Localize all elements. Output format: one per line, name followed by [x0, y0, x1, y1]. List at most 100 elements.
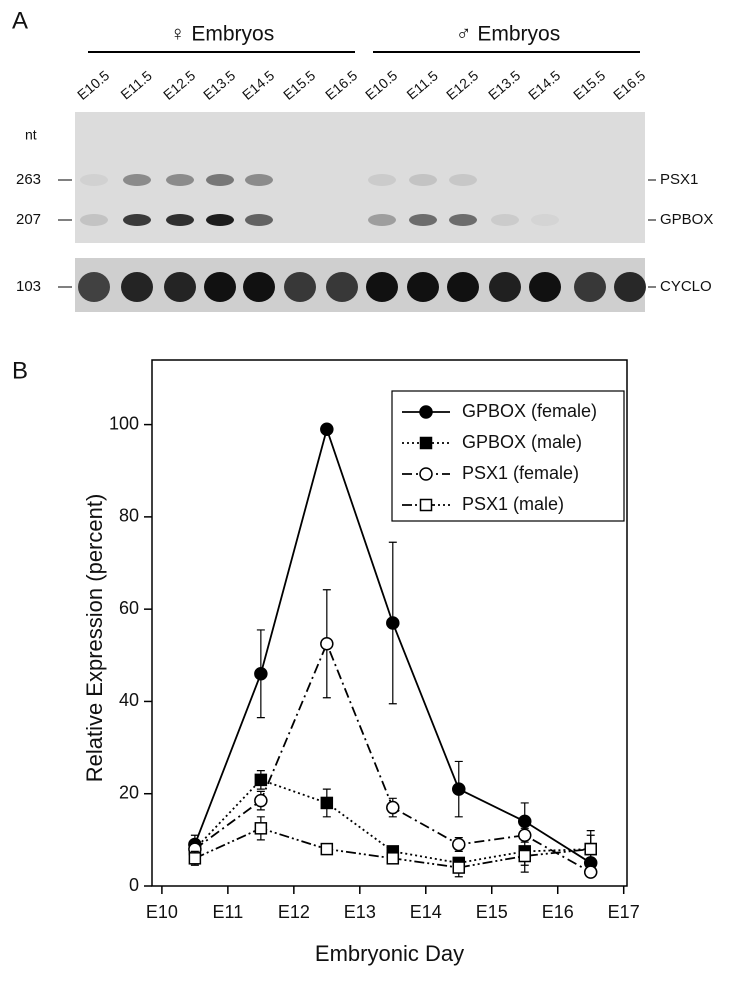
blot-band: [80, 174, 108, 186]
blot-upper: [75, 112, 645, 243]
blot-band: [245, 174, 273, 186]
x-tick-label: E14: [410, 902, 442, 922]
marker: [386, 852, 400, 865]
blot-band: [326, 272, 358, 302]
blot-band: [409, 174, 437, 186]
marker: [320, 422, 334, 436]
size-label: 207: [16, 211, 41, 228]
y-tick-label: 0: [129, 875, 139, 895]
blot-band: [123, 174, 151, 186]
legend-marker: [419, 436, 433, 450]
marker: [320, 842, 334, 856]
panel-label: B: [12, 357, 28, 384]
lane-label: E10.5: [362, 67, 400, 103]
blot-band: [284, 272, 316, 302]
female-header: ♀ Embryos: [170, 23, 274, 46]
blot-band: [245, 214, 273, 226]
x-tick-label: E12: [278, 902, 310, 922]
x-axis-title: Embryonic Day: [315, 941, 464, 966]
blot-band: [166, 214, 194, 226]
marker: [386, 800, 400, 815]
blot-band: [78, 272, 110, 302]
blot-band: [80, 214, 108, 226]
blot-band: [206, 214, 234, 226]
legend-label: GPBOX (female): [462, 401, 597, 421]
y-tick-label: 100: [109, 413, 139, 433]
marker: [517, 828, 532, 842]
blot-band: [164, 272, 196, 302]
blot-band: [614, 272, 646, 302]
blot-band: [206, 174, 234, 186]
blot-band: [529, 272, 561, 302]
x-tick-label: E16: [542, 902, 574, 922]
marker: [320, 796, 334, 810]
legend-label: GPBOX (male): [462, 432, 582, 452]
blot-band: [491, 214, 519, 226]
blot-band: [447, 272, 479, 302]
marker: [452, 837, 466, 852]
marker: [188, 852, 202, 865]
blot-band: [204, 272, 236, 302]
lane-label: E12.5: [160, 67, 198, 103]
y-axis-title: Relative Expression (percent): [82, 494, 107, 783]
x-tick-label: E15: [476, 902, 508, 922]
blot-band: [449, 174, 477, 186]
y-tick-label: 20: [119, 782, 139, 802]
marker: [254, 822, 268, 835]
lane-label: E12.5: [443, 67, 481, 103]
lane-label: E10.5: [74, 67, 112, 103]
marker: [254, 793, 268, 808]
x-tick-label: E17: [608, 902, 640, 922]
marker: [517, 814, 532, 829]
legend-marker: [419, 467, 433, 481]
blot-band: [489, 272, 521, 302]
blot-band: [121, 272, 153, 302]
x-tick-label: E13: [344, 902, 376, 922]
y-tick-label: 40: [119, 690, 139, 710]
legend-marker: [419, 498, 433, 512]
size-header: nt: [25, 127, 37, 143]
blot-band: [531, 214, 559, 226]
size-label: 263: [16, 171, 41, 188]
size-label: 103: [16, 278, 41, 295]
blot-band: [409, 214, 437, 226]
blot-band: [407, 272, 439, 302]
lane-label: E16.5: [610, 67, 648, 103]
lane-label: E16.5: [322, 67, 360, 103]
marker: [320, 637, 334, 651]
x-tick-label: E10: [146, 902, 178, 922]
blot-band: [243, 272, 275, 302]
marker: [584, 842, 597, 856]
lane-label: E11.5: [403, 67, 441, 102]
lane-label: E13.5: [485, 67, 523, 103]
lane-label: E14.5: [525, 67, 563, 103]
blot-band: [366, 272, 398, 302]
marker: [452, 782, 466, 796]
marker: [452, 861, 466, 874]
band-label: GPBOX: [660, 211, 713, 228]
lane-label: E13.5: [200, 67, 238, 103]
legend-marker: [419, 405, 433, 419]
marker: [518, 849, 531, 863]
lane-label: E14.5: [239, 67, 277, 103]
band-label: CYCLO: [660, 278, 712, 295]
marker: [254, 773, 268, 787]
blot-band: [166, 174, 194, 186]
blot-band: [574, 272, 606, 302]
blot-band: [123, 214, 151, 226]
y-tick-label: 60: [119, 598, 139, 618]
marker: [386, 616, 400, 630]
band-label: PSX1: [660, 171, 698, 188]
lane-label: E15.5: [280, 67, 318, 103]
blot-band: [368, 214, 396, 226]
legend-label: PSX1 (male): [462, 494, 564, 514]
x-tick-label: E11: [213, 902, 244, 922]
y-tick-label: 80: [119, 506, 139, 526]
panel-label: A: [12, 7, 28, 34]
plot-frame: [151, 359, 628, 887]
lane-label: E11.5: [117, 67, 155, 102]
male-header: ♂ Embryos: [456, 23, 560, 46]
blot-band: [449, 214, 477, 226]
